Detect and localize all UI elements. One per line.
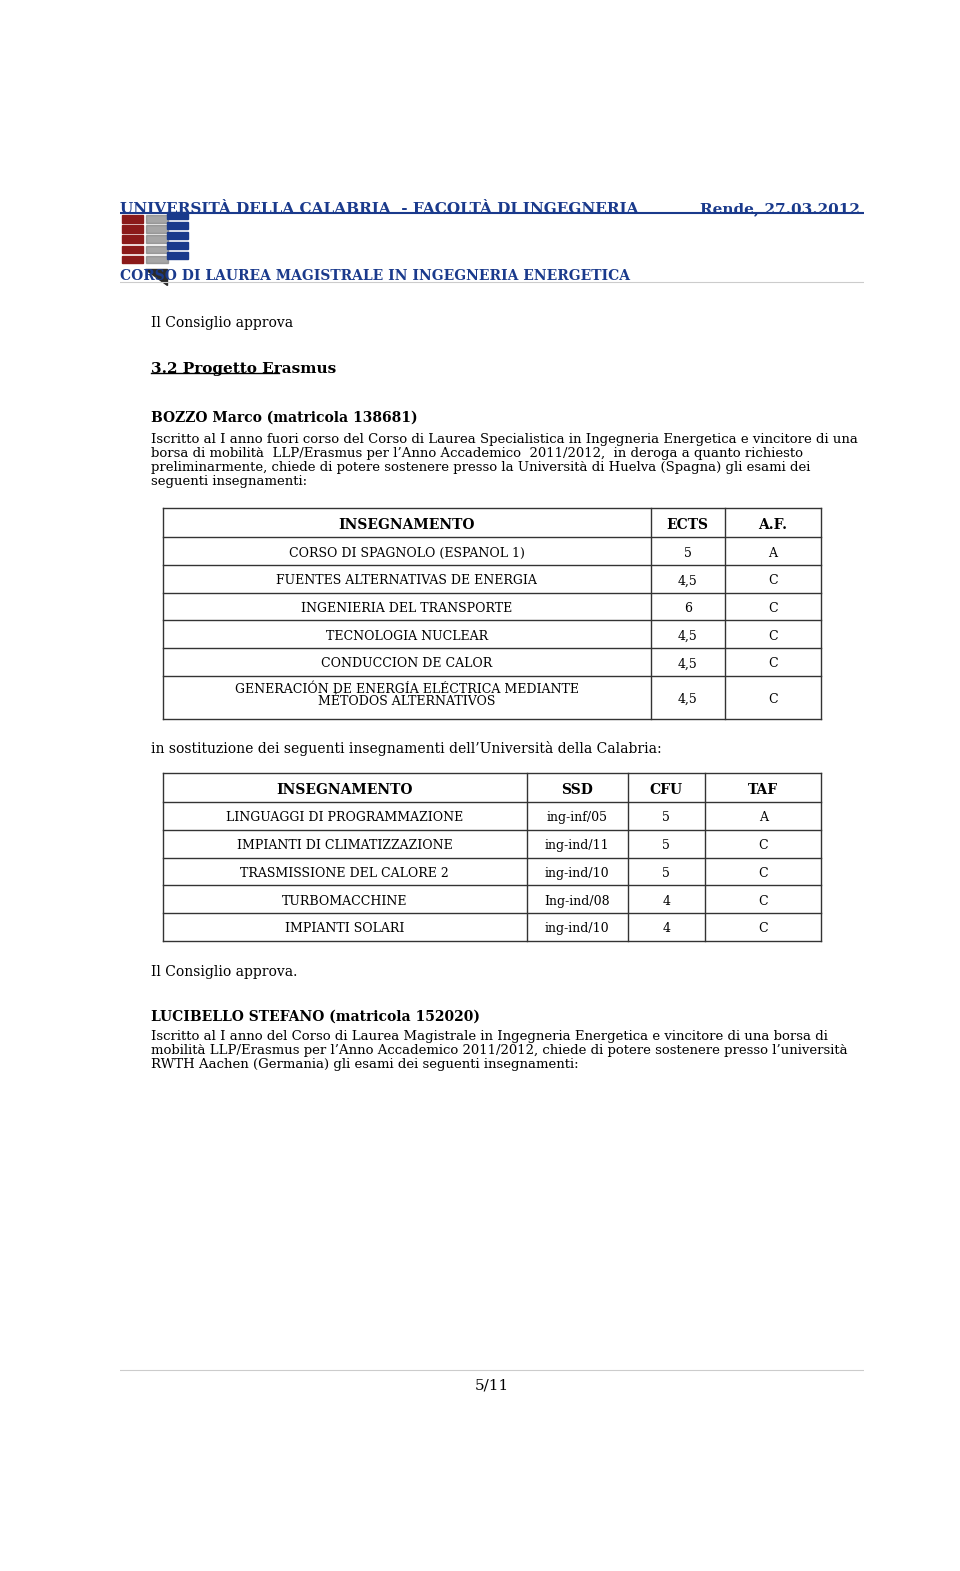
Text: LINGUAGGI DI PROGRAMMAZIONE: LINGUAGGI DI PROGRAMMAZIONE — [227, 812, 464, 825]
Text: 4,5: 4,5 — [678, 630, 698, 643]
Bar — [166, 212, 188, 220]
Text: GENERACIÓN DE ENERGÍA ELÉCTRICA MEDIANTE: GENERACIÓN DE ENERGÍA ELÉCTRICA MEDIANTE — [235, 683, 579, 696]
Bar — [122, 215, 143, 223]
Text: 6: 6 — [684, 602, 692, 614]
Text: seguenti insegnamenti:: seguenti insegnamenti: — [151, 474, 307, 489]
Text: borsa di mobilità  LLP/Erasmus per l’Anno Accademico  2011/2012,  in deroga a qu: borsa di mobilità LLP/Erasmus per l’Anno… — [151, 448, 803, 460]
Text: C: C — [768, 602, 778, 614]
Bar — [122, 236, 143, 244]
Text: 5/11: 5/11 — [475, 1378, 509, 1392]
Text: A.F.: A.F. — [758, 518, 787, 533]
Text: MÉTODOS ALTERNATIVOS: MÉTODOS ALTERNATIVOS — [318, 696, 495, 709]
Bar — [166, 251, 188, 259]
Text: 4,5: 4,5 — [678, 693, 698, 705]
Text: in sostituzione dei seguenti insegnamenti dell’Università della Calabria:: in sostituzione dei seguenti insegnament… — [151, 740, 661, 756]
Text: Ing-ind/08: Ing-ind/08 — [544, 894, 610, 908]
Text: TURBOMACCHINE: TURBOMACCHINE — [282, 894, 407, 908]
Text: 5: 5 — [684, 547, 691, 559]
Text: preliminarmente, chiede di potere sostenere presso la Università di Huelva (Spag: preliminarmente, chiede di potere sosten… — [151, 462, 810, 474]
Text: C: C — [768, 693, 778, 705]
Text: Il Consiglio approva.: Il Consiglio approva. — [151, 966, 298, 979]
Text: 4,5: 4,5 — [678, 575, 698, 588]
Text: 4,5: 4,5 — [678, 657, 698, 671]
Text: 5: 5 — [662, 839, 670, 851]
Text: A: A — [768, 547, 778, 559]
Text: Iscritto al I anno fuori corso del Corso di Laurea Specialistica in Ingegneria E: Iscritto al I anno fuori corso del Corso… — [151, 434, 858, 446]
Text: TAF: TAF — [748, 782, 779, 796]
Text: Iscritto al I anno del Corso di Laurea Magistrale in Ingegneria Energetica e vin: Iscritto al I anno del Corso di Laurea M… — [151, 1031, 828, 1043]
Text: 3.2 Progetto Erasmus: 3.2 Progetto Erasmus — [151, 361, 336, 375]
Bar — [146, 245, 168, 253]
Text: C: C — [758, 867, 768, 880]
Text: INSEGNAMENTO: INSEGNAMENTO — [339, 518, 475, 533]
Text: C: C — [758, 922, 768, 935]
Text: C: C — [758, 839, 768, 851]
Text: Rende, 27.03.2012: Rende, 27.03.2012 — [700, 203, 860, 217]
Text: Il Consiglio approva: Il Consiglio approva — [151, 316, 293, 330]
Text: CORSO DI LAUREA MAGISTRALE IN INGEGNERIA ENERGETICA: CORSO DI LAUREA MAGISTRALE IN INGEGNERIA… — [120, 269, 630, 283]
Text: IMPIANTI SOLARI: IMPIANTI SOLARI — [285, 922, 404, 935]
Text: INSEGNAMENTO: INSEGNAMENTO — [276, 782, 413, 796]
Text: CONDUCCION DE CALOR: CONDUCCION DE CALOR — [322, 657, 492, 671]
Text: TECNOLOGIA NUCLEAR: TECNOLOGIA NUCLEAR — [325, 630, 488, 643]
Bar — [146, 236, 168, 244]
Text: mobilità LLP/Erasmus per l’Anno Accademico 2011/2012, chiede di potere sostenere: mobilità LLP/Erasmus per l’Anno Accademi… — [151, 1045, 848, 1057]
Text: 5: 5 — [662, 867, 670, 880]
Text: FUENTES ALTERNATIVAS DE ENERGIA: FUENTES ALTERNATIVAS DE ENERGIA — [276, 575, 538, 588]
Text: TRASMISSIONE DEL CALORE 2: TRASMISSIONE DEL CALORE 2 — [240, 867, 449, 880]
Text: CFU: CFU — [650, 782, 683, 796]
Text: LUCIBELLO STEFANO (matricola 152020): LUCIBELLO STEFANO (matricola 152020) — [151, 1010, 480, 1024]
Bar — [122, 245, 143, 253]
Text: ing-ind/10: ing-ind/10 — [545, 922, 610, 935]
Text: BOZZO Marco (matricola 138681): BOZZO Marco (matricola 138681) — [151, 410, 418, 424]
Bar — [146, 256, 168, 264]
Text: IMPIANTI DI CLIMATIZZAZIONE: IMPIANTI DI CLIMATIZZAZIONE — [237, 839, 452, 851]
Text: ECTS: ECTS — [666, 518, 708, 533]
Text: UNIVERSITÀ DELLA CALABRIA  - FACOLTÀ DI INGEGNERIA: UNIVERSITÀ DELLA CALABRIA - FACOLTÀ DI I… — [120, 203, 638, 217]
Text: 4: 4 — [662, 894, 670, 908]
Text: SSD: SSD — [562, 782, 593, 796]
Bar — [166, 242, 188, 250]
Text: C: C — [758, 894, 768, 908]
Text: ing-inf/05: ing-inf/05 — [547, 812, 608, 825]
Bar — [122, 226, 143, 233]
Polygon shape — [145, 269, 166, 284]
Text: ing-ind/11: ing-ind/11 — [545, 839, 610, 851]
Text: RWTH Aachen (Germania) gli esami dei seguenti insegnamenti:: RWTH Aachen (Germania) gli esami dei seg… — [151, 1057, 579, 1071]
Text: 4: 4 — [662, 922, 670, 935]
Text: A: A — [758, 812, 768, 825]
Bar — [122, 256, 143, 264]
Bar — [146, 215, 168, 223]
Bar — [146, 226, 168, 233]
Text: ing-ind/10: ing-ind/10 — [545, 867, 610, 880]
Text: C: C — [768, 657, 778, 671]
Text: 5: 5 — [662, 812, 670, 825]
Text: C: C — [768, 630, 778, 643]
Text: C: C — [768, 575, 778, 588]
Bar — [166, 231, 188, 239]
Text: CORSO DI SPAGNOLO (ESPANOL 1): CORSO DI SPAGNOLO (ESPANOL 1) — [289, 547, 525, 559]
Bar — [166, 222, 188, 229]
Text: INGENIERIA DEL TRANSPORTE: INGENIERIA DEL TRANSPORTE — [301, 602, 513, 614]
